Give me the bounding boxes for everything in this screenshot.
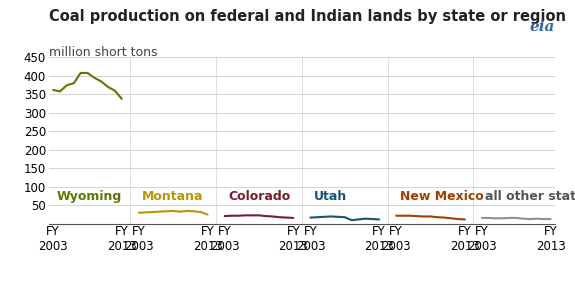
Text: Montana: Montana <box>143 190 204 203</box>
Text: New Mexico: New Mexico <box>400 190 484 203</box>
Text: Utah: Utah <box>314 190 347 203</box>
Text: all other states: all other states <box>485 190 575 203</box>
Text: million short tons: million short tons <box>49 46 158 59</box>
Text: Wyoming: Wyoming <box>56 190 122 203</box>
Text: Colorado: Colorado <box>228 190 290 203</box>
Text: eia: eia <box>530 20 555 34</box>
Text: Coal production on federal and Indian lands by state or region: Coal production on federal and Indian la… <box>49 9 566 24</box>
